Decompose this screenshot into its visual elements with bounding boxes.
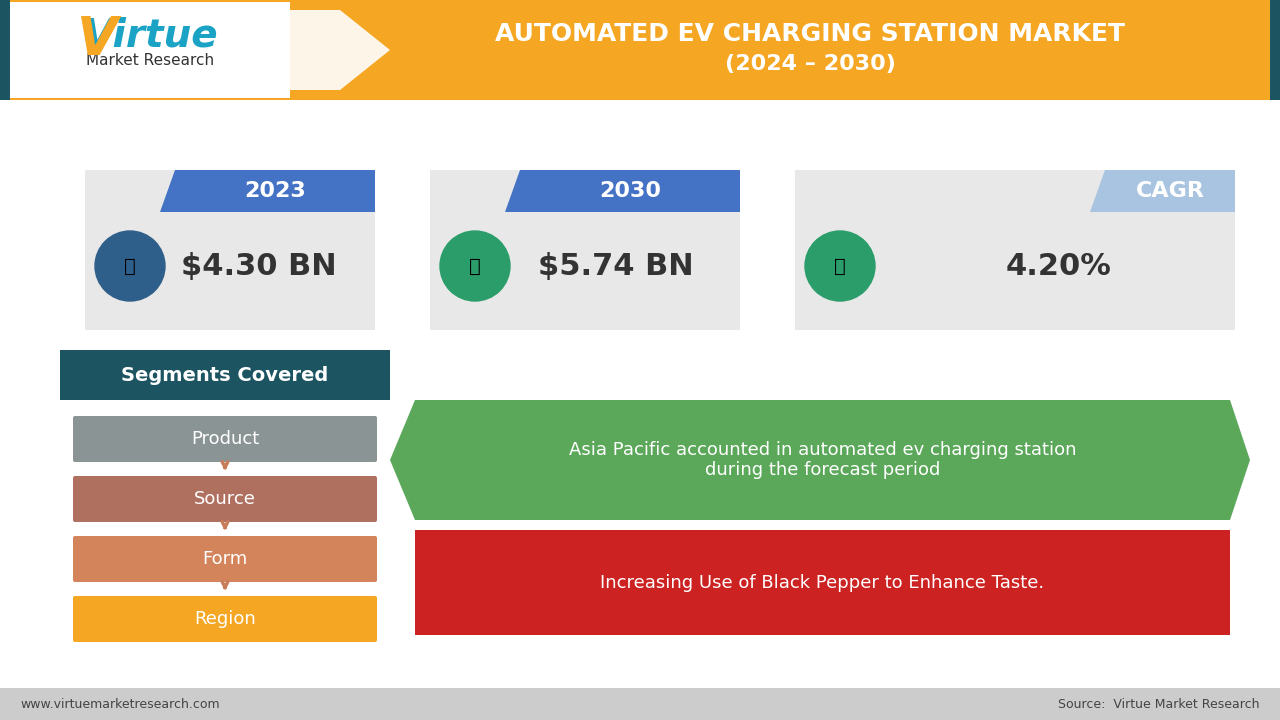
Text: Form: Form (202, 550, 247, 568)
FancyBboxPatch shape (84, 170, 375, 330)
Text: Market Research: Market Research (86, 53, 214, 68)
FancyBboxPatch shape (0, 688, 1280, 720)
Polygon shape (1091, 170, 1235, 212)
Text: 4.20%: 4.20% (1006, 251, 1112, 281)
FancyBboxPatch shape (10, 2, 291, 98)
Text: Virtue: Virtue (83, 16, 218, 54)
Text: $5.74 BN: $5.74 BN (538, 251, 694, 281)
FancyBboxPatch shape (0, 0, 1280, 100)
Text: Source: Source (195, 490, 256, 508)
Polygon shape (1230, 400, 1251, 520)
Polygon shape (160, 170, 375, 212)
Text: Region: Region (195, 610, 256, 628)
Polygon shape (291, 10, 390, 90)
FancyBboxPatch shape (0, 0, 10, 100)
Text: $4.30 BN: $4.30 BN (182, 251, 337, 281)
FancyBboxPatch shape (430, 170, 740, 330)
Text: 📊: 📊 (835, 256, 846, 276)
FancyBboxPatch shape (1270, 0, 1280, 100)
Circle shape (805, 231, 876, 301)
Text: Asia Pacific accounted in automated ev charging station
during the forecast peri: Asia Pacific accounted in automated ev c… (568, 441, 1076, 480)
Text: AUTOMATED EV CHARGING STATION MARKET: AUTOMATED EV CHARGING STATION MARKET (495, 22, 1125, 46)
Polygon shape (390, 400, 415, 520)
Text: 2023: 2023 (244, 181, 306, 201)
FancyBboxPatch shape (60, 350, 390, 400)
FancyBboxPatch shape (73, 476, 378, 522)
Text: Segments Covered: Segments Covered (122, 366, 329, 384)
Polygon shape (506, 170, 740, 212)
Text: www.virtuemarketresearch.com: www.virtuemarketresearch.com (20, 698, 220, 711)
Text: 📊: 📊 (124, 256, 136, 276)
Circle shape (95, 231, 165, 301)
FancyBboxPatch shape (415, 400, 1230, 520)
Text: (2024 – 2030): (2024 – 2030) (724, 54, 896, 74)
Text: Source:  Virtue Market Research: Source: Virtue Market Research (1059, 698, 1260, 711)
FancyBboxPatch shape (73, 536, 378, 582)
Text: 📊: 📊 (470, 256, 481, 276)
Text: 2030: 2030 (599, 181, 660, 201)
Text: CAGR: CAGR (1135, 181, 1204, 201)
Text: Increasing Use of Black Pepper to Enhance Taste.: Increasing Use of Black Pepper to Enhanc… (600, 574, 1044, 592)
Text: V: V (77, 14, 118, 66)
FancyBboxPatch shape (795, 170, 1235, 330)
FancyBboxPatch shape (73, 416, 378, 462)
FancyBboxPatch shape (415, 530, 1230, 635)
Text: Product: Product (191, 430, 259, 448)
Circle shape (440, 231, 509, 301)
FancyBboxPatch shape (73, 596, 378, 642)
